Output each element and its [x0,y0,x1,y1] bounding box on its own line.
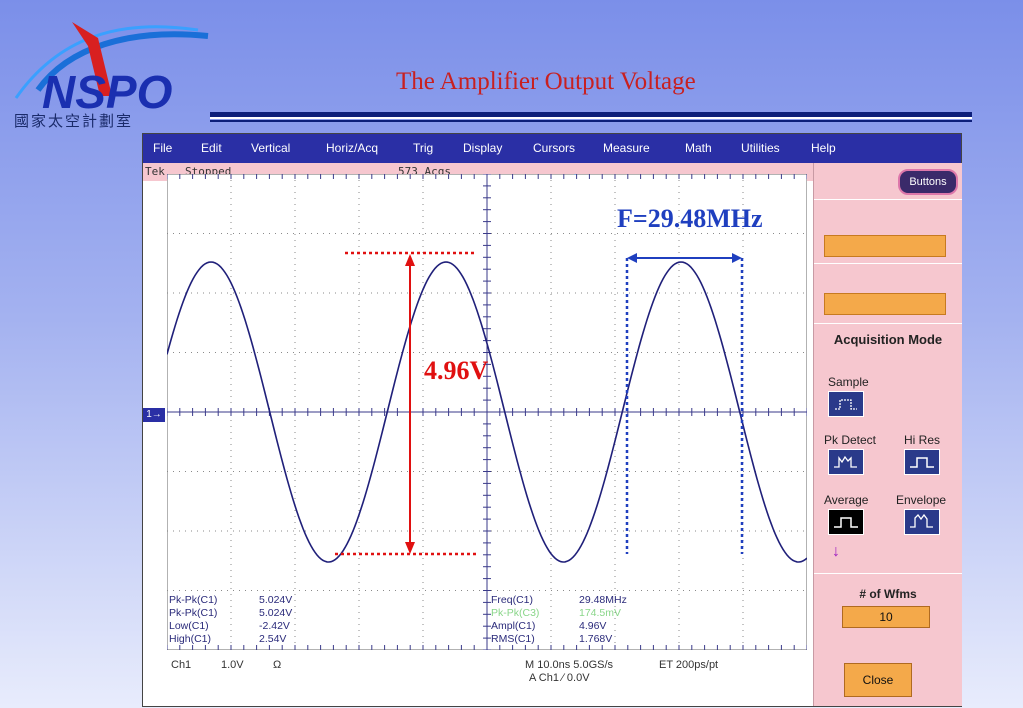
meas-left-value-4: 2.54V [259,633,287,645]
sample-mode-button[interactable] [828,391,864,417]
pk-detect-mode-button[interactable] [828,449,864,475]
hi-res-mode-button[interactable] [904,449,940,475]
meas-right-value-2: 174.5mV [579,607,622,619]
menu-utilities[interactable]: Utilities [741,141,780,155]
brand-label: Tek [145,165,165,178]
ch1-marker[interactable]: 1→ [143,408,165,422]
buttons-toggle[interactable]: Buttons [898,169,958,195]
waveform-display[interactable] [167,174,807,650]
meas-right-value-3: 4.96V [579,620,607,632]
menu-help[interactable]: Help [811,141,836,155]
wfms-label: # of Wfms [859,587,917,601]
hi-res-label: Hi Res [904,433,941,447]
menu-cursors[interactable]: Cursors [533,141,576,155]
menu-bar: File Edit Vertical Horiz/Acq Trig Displa… [143,134,961,163]
divider [814,323,962,324]
trigger-position-icon [574,174,576,175]
coupling-icon: Ω [273,659,282,671]
channel-label: Ch1 [171,659,192,671]
amplitude-annotation: 4.96V [424,356,489,385]
menu-horiz-acq[interactable]: Horiz/Acq [326,141,379,155]
blank-softkey-2[interactable] [824,293,946,315]
amplitude-arrow-top [405,254,415,266]
et-rate: ET 200ps/pt [659,659,719,671]
pk-detect-waveform-icon [834,455,857,468]
hi-res-waveform-icon [910,457,934,468]
pk-detect-label: Pk Detect [824,433,877,447]
logo-subtitle: 國家太空計劃室 [14,112,134,130]
menu-edit[interactable]: Edit [201,141,222,155]
meas-right-value-1: 29.48MHz [579,594,627,606]
down-arrow-icon: ↓ [832,543,840,560]
envelope-label: Envelope [896,493,947,507]
sample-waveform-icon [835,399,857,410]
meas-left-value-1: 5.024V [259,594,293,606]
blank-softkey-1[interactable] [824,235,946,257]
ch1-marker-label: 1 [146,409,152,420]
bottom-readout: Ch1 1.0V Ω M 10.0ns 5.0GS/s ET 200ps/pt … [143,656,813,706]
meas-right-label-1: Freq(C1) [491,594,534,606]
wfms-count-field[interactable]: 10 [842,606,930,628]
side-panel: Buttons Acquisition Mode Sample Pk Detec… [813,163,962,706]
sample-label: Sample [828,375,869,389]
period-arrow-right [732,253,742,263]
ch1-marker-arrow-icon: → [151,409,162,420]
average-label: Average [824,493,869,507]
meas-right-value-4: 1.768V [579,633,613,645]
divider [814,263,962,264]
acquisition-mode-title: Acquisition Mode [833,332,943,347]
ch1-waveform [167,261,807,563]
meas-right-label-4: RMS(C1) [491,633,535,645]
amplitude-arrow-bottom [405,542,415,554]
logo-text: NSPO [42,66,173,118]
timebase: M 10.0ns 5.0GS/s [525,659,614,671]
meas-left-label-4: High(C1) [169,633,212,645]
title-rule [210,112,972,119]
meas-right-label-3: Ampl(C1) [491,620,536,632]
menu-math[interactable]: Math [685,141,712,155]
oscilloscope-window: File Edit Vertical Horiz/Acq Trig Displa… [142,133,962,707]
meas-left-label-3: Low(C1) [169,620,209,632]
meas-left-label-2: Pk-Pk(C1) [169,607,218,619]
frequency-annotation: F=29.48MHz [617,204,763,233]
close-button[interactable]: Close [844,663,912,697]
menu-vertical[interactable]: Vertical [251,141,291,155]
vertical-scale: 1.0V [221,659,244,671]
menu-measure[interactable]: Measure [603,141,650,155]
meas-right-label-2: Pk-Pk(C3) [491,607,540,619]
menu-file[interactable]: File [153,141,173,155]
meas-left-value-3: -2.42V [259,620,290,632]
divider [814,199,962,200]
menu-display[interactable]: Display [463,141,503,155]
nspo-logo: NSPO [8,8,218,138]
trigger-readout: A Ch1 ∕ 0.0V [529,672,590,684]
slide-title: The Amplifier Output Voltage [396,68,696,95]
divider [814,573,962,574]
period-arrow-left [627,253,637,263]
envelope-waveform-icon [910,513,933,528]
average-waveform-icon [834,517,858,528]
envelope-mode-button[interactable] [904,509,940,535]
title-rule-thin [210,120,972,122]
meas-left-label-1: Pk-Pk(C1) [169,594,218,606]
meas-left-value-2: 5.024V [259,607,293,619]
average-mode-button[interactable] [828,509,864,535]
menu-trig[interactable]: Trig [413,141,434,155]
